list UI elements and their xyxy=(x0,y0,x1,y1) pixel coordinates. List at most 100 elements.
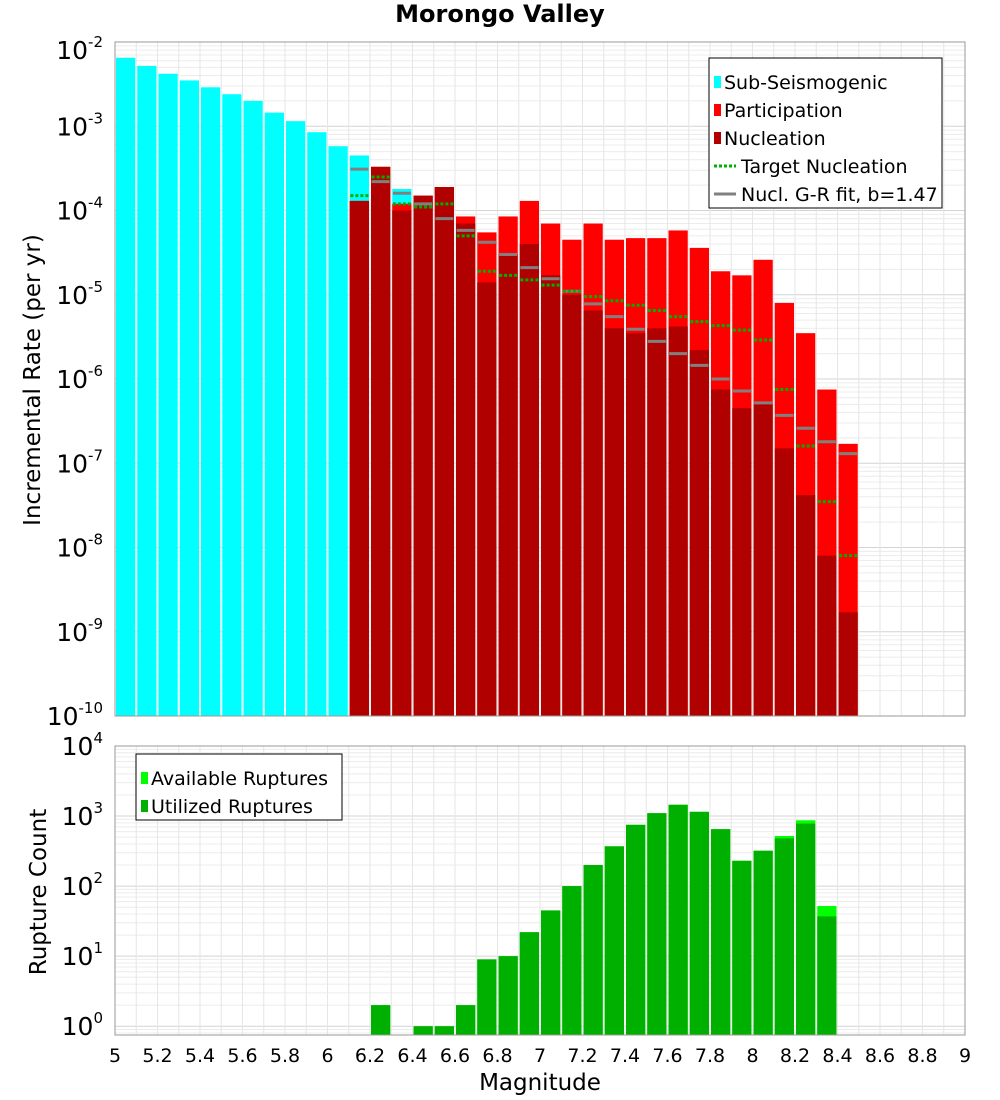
utilized-ruptures-bar xyxy=(668,804,688,1035)
x-tick-label: 6.2 xyxy=(355,1045,385,1067)
utilized-ruptures-bar xyxy=(647,813,667,1035)
y-tick-label: 101 xyxy=(62,939,103,971)
legend-label: Target Nucleation xyxy=(740,156,908,178)
x-tick-label: 5.4 xyxy=(185,1045,215,1067)
x-tick-label: 7.2 xyxy=(567,1045,597,1067)
count-bars xyxy=(371,804,837,1035)
sub-seismogenic-bar xyxy=(137,65,157,717)
nucleation-bar xyxy=(477,282,497,716)
nucleation-bar xyxy=(689,350,709,716)
nucleation-bar xyxy=(456,223,476,717)
y-tick-label: 102 xyxy=(62,869,103,901)
count-y-axis-label: Rupture Count xyxy=(26,809,52,975)
nucleation-bar xyxy=(647,328,667,716)
nucleation-bar xyxy=(434,187,454,716)
x-tick-label: 6.4 xyxy=(397,1045,427,1067)
y-tick-label: 10-8 xyxy=(56,531,103,563)
y-tick-label: 10-6 xyxy=(56,362,103,394)
y-tick-label: 10-4 xyxy=(56,194,103,226)
x-tick-label: 8.8 xyxy=(907,1045,937,1067)
utilized-ruptures-bar xyxy=(371,1005,391,1035)
sub-seismogenic-bar xyxy=(201,87,221,716)
nucleation-bar xyxy=(753,404,773,716)
nucleation-bar xyxy=(583,310,603,716)
sub-seismogenic-bar xyxy=(286,121,306,716)
x-tick-label: 6 xyxy=(321,1045,333,1067)
y-tick-label: 10-9 xyxy=(56,615,103,647)
legend-box xyxy=(135,753,343,821)
legend-label: Available Ruptures xyxy=(151,768,328,790)
nucleation-bar xyxy=(626,333,646,716)
x-tick-label: 7.4 xyxy=(610,1045,640,1067)
y-tick-label: 10-7 xyxy=(56,446,103,478)
x-tick-label: 5 xyxy=(109,1045,121,1067)
legend-swatch xyxy=(141,772,148,784)
nucleation-bar xyxy=(838,612,858,716)
legend-swatch xyxy=(714,132,721,144)
x-tick-label: 6.8 xyxy=(482,1045,512,1067)
nucleation-bar xyxy=(349,200,369,716)
nucleation-bar xyxy=(817,555,837,716)
x-tick-label: 7.6 xyxy=(652,1045,682,1067)
nucleation-bar xyxy=(413,195,433,716)
sub-seismogenic-bar xyxy=(264,112,284,717)
magnitude-x-ticks: 5 5.2 5.4 5.6 5.8 6 6.2 6.4 6.6 6.8 7 7.2 7.4 7.6 7.8 8… xyxy=(109,1045,971,1067)
sub-seismogenic-bar xyxy=(222,94,242,716)
x-tick-label: 8.6 xyxy=(865,1045,895,1067)
utilized-ruptures-bar xyxy=(519,932,539,1035)
x-tick-label: 6.6 xyxy=(440,1045,470,1067)
legend-label: Utilized Ruptures xyxy=(151,796,313,818)
y-tick-label: 100 xyxy=(62,1009,103,1041)
utilized-ruptures-bar xyxy=(732,860,752,1035)
nucleation-bar xyxy=(732,408,752,716)
utilized-ruptures-bar xyxy=(456,1005,476,1035)
legend-box xyxy=(708,57,943,209)
count-plot-frame xyxy=(114,745,966,1036)
sub-seismogenic-bar xyxy=(307,132,327,716)
utilized-ruptures-bar xyxy=(604,846,624,1035)
nucleation-bar xyxy=(774,448,794,716)
x-tick-label: 8.2 xyxy=(780,1045,810,1067)
y-tick-label: 10-3 xyxy=(56,109,103,141)
utilized-ruptures-bar xyxy=(477,959,497,1035)
nucleation-bar xyxy=(562,294,582,716)
utilized-ruptures-bar xyxy=(817,916,837,1035)
chart-title: Morongo Valley xyxy=(395,0,605,28)
nucleation-bar xyxy=(371,166,391,717)
count-panel: 104 103 102 101 100 5 5.2 5.4 5.6 5.8 6 6.2 6.4 6.6 6… xyxy=(26,729,971,1096)
y-tick-label: 10-5 xyxy=(56,278,103,310)
utilized-ruptures-bar xyxy=(583,865,603,1035)
rate-y-axis-label: Incremental Rate (per yr) xyxy=(20,234,46,526)
utilized-ruptures-bar xyxy=(562,886,582,1035)
utilized-ruptures-bar xyxy=(711,829,731,1035)
nucleation-bar xyxy=(604,328,624,716)
utilized-ruptures-bar xyxy=(626,824,646,1035)
utilized-ruptures-bar xyxy=(796,823,816,1035)
sub-seismogenic-bar xyxy=(116,57,136,717)
utilized-ruptures-bar xyxy=(753,850,773,1035)
nucleation-bar xyxy=(796,494,816,716)
y-tick-label: 103 xyxy=(62,799,103,831)
x-tick-label: 5.2 xyxy=(142,1045,172,1067)
x-tick-label: 5.8 xyxy=(270,1045,300,1067)
y-tick-label: 104 xyxy=(62,729,103,761)
sub-seismogenic-bar xyxy=(158,73,178,716)
x-tick-label: 5.6 xyxy=(227,1045,257,1067)
legend-label: Nucl. G-R fit, b=1.47 xyxy=(741,184,938,206)
utilized-ruptures-bar xyxy=(774,838,794,1035)
nucleation-bar xyxy=(519,244,539,717)
legend-label: Sub-Seismogenic xyxy=(724,72,888,94)
rate-panel: 10-2 10-3 10-4 10-5 10-6 10-7 10-8 10-9 10-10 In… xyxy=(20,33,966,731)
utilized-ruptures-bar xyxy=(689,811,709,1035)
count-legend: Available Ruptures Utilized Ruptures xyxy=(135,753,343,821)
nucleation-bar xyxy=(392,210,412,716)
count-y-ticks: 104 103 102 101 100 xyxy=(62,729,103,1041)
legend-swatch xyxy=(714,76,721,88)
utilized-ruptures-bar xyxy=(498,956,518,1035)
x-tick-label: 8 xyxy=(746,1045,758,1067)
sub-seismogenic-bar xyxy=(243,100,263,716)
nucleation-bar xyxy=(711,389,731,716)
x-tick-label: 7.8 xyxy=(695,1045,725,1067)
rate-y-ticks: 10-2 10-3 10-4 10-5 10-6 10-7 10-8 10-9 10-10 xyxy=(47,33,103,731)
